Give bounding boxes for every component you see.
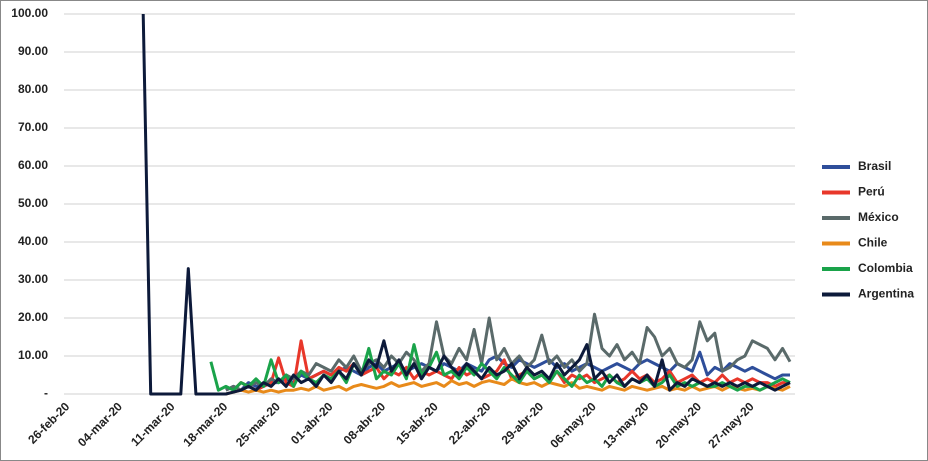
y-tick-label: 50.00	[18, 196, 48, 210]
series-line	[225, 312, 792, 392]
y-tick-label: 60.00	[18, 158, 48, 172]
y-tick-label: 20.00	[18, 310, 48, 324]
legend-label: México	[858, 210, 899, 224]
series-line	[141, 13, 791, 396]
legend-label: Colombia	[858, 261, 913, 275]
y-tick-label: 40.00	[18, 234, 48, 248]
legend-label: Argentina	[858, 287, 914, 301]
y-tick-label: 90.00	[18, 44, 48, 58]
legend-label: Brasil	[858, 159, 891, 173]
y-tick-label: -	[44, 386, 48, 400]
y-tick-label: 80.00	[18, 82, 48, 96]
series-line	[225, 377, 791, 396]
y-tick-label: 70.00	[18, 120, 48, 134]
y-tick-label: 10.00	[18, 348, 48, 362]
y-tick-label: 30.00	[18, 272, 48, 286]
y-tick-label: 100.00	[11, 6, 48, 20]
legend-label: Perú	[858, 185, 885, 199]
legend-label: Chile	[858, 236, 888, 250]
